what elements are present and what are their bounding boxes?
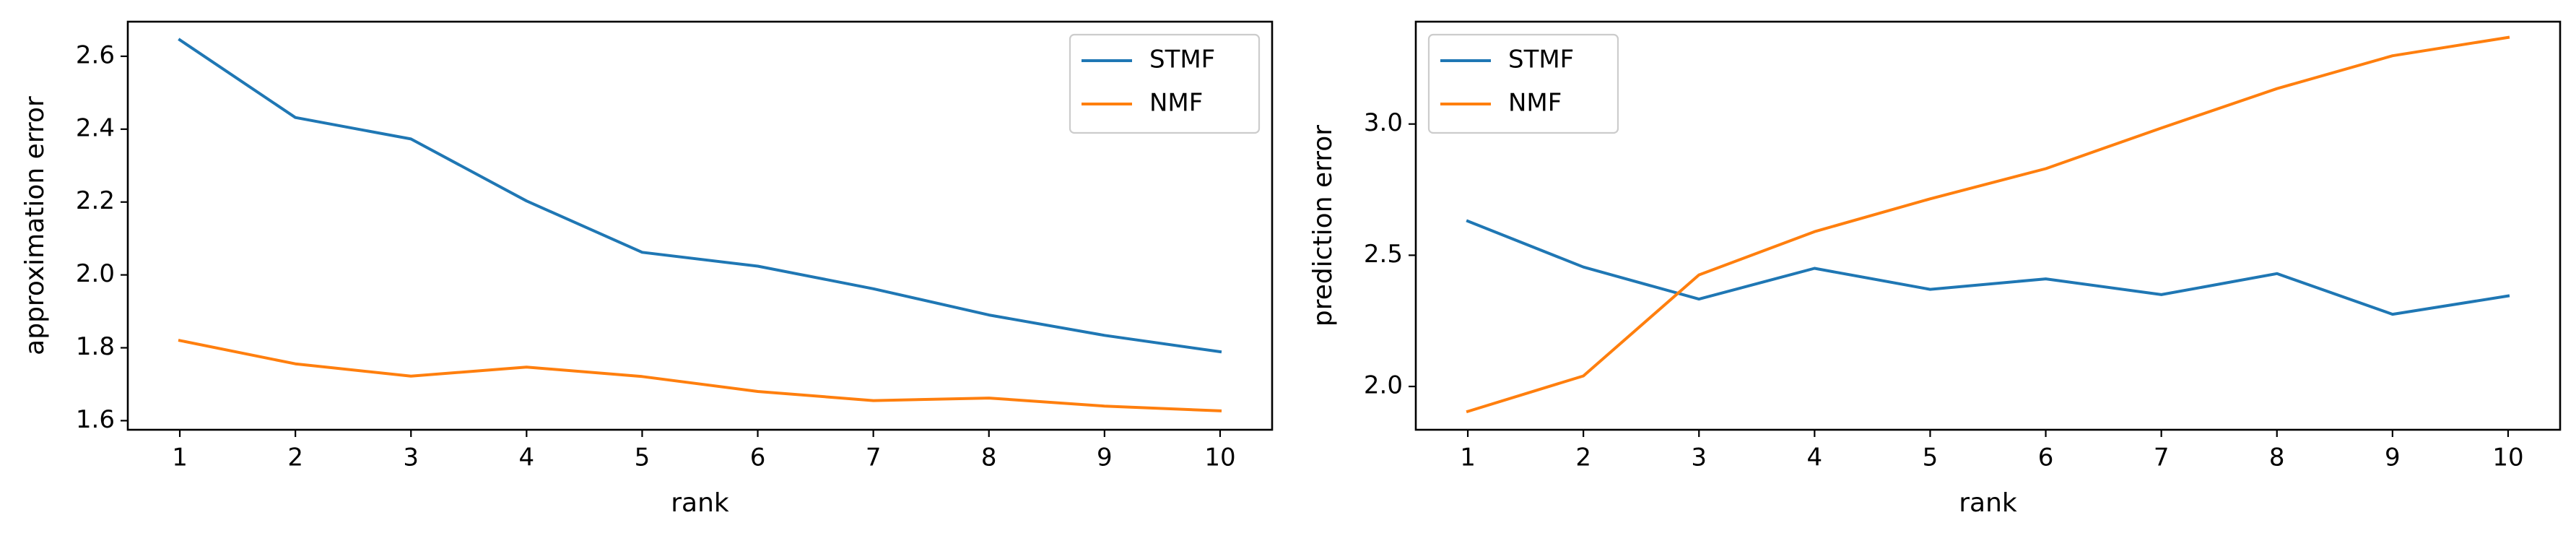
x-tick-label: 10	[2492, 443, 2523, 472]
y-tick-label: 2.4	[76, 113, 115, 142]
legend-label-stmf: STMF	[1149, 46, 1215, 74]
y-axis-label: prediction error	[1308, 125, 1338, 326]
y-tick-label: 3.0	[1364, 108, 1403, 137]
y-tick-label: 2.6	[76, 40, 115, 69]
legend-label-nmf: NMF	[1149, 89, 1203, 118]
plot-frame	[1414, 20, 2562, 431]
legend-label-nmf: NMF	[1508, 89, 1562, 118]
x-tick-label: 8	[2269, 443, 2285, 472]
x-axis-label: rank	[1959, 488, 2017, 518]
y-tick-label: 2.0	[1364, 371, 1403, 400]
x-tick-label: 4	[519, 443, 535, 472]
y-tick-label: 2.0	[76, 259, 115, 288]
x-tick-label: 5	[635, 443, 650, 472]
series-line-stmf	[178, 38, 1222, 354]
x-tick-label: 2	[1575, 443, 1591, 472]
x-tick-label: 9	[1097, 443, 1113, 472]
approximation-error-panel: 1 2 3 4 5 6 7 8 9 10 1.6 1.8 2.0 2.2 2.4 2.6 rank approxi…	[20, 20, 1274, 518]
x-tick-label: 5	[1923, 443, 1938, 472]
x-tick-label: 6	[750, 443, 766, 472]
x-tick-label: 6	[2038, 443, 2054, 472]
legend: STMF NMF	[1069, 33, 1261, 134]
series-line-nmf	[1466, 35, 2510, 414]
y-tick-label: 1.8	[76, 332, 115, 361]
x-tick-label: 3	[403, 443, 419, 472]
x-tick-label: 7	[866, 443, 882, 472]
x-tick-label: 3	[1691, 443, 1707, 472]
x-tick-label: 2	[287, 443, 303, 472]
y-tick-label: 2.2	[76, 186, 115, 215]
y-tick-label: 1.6	[76, 405, 115, 434]
y-tick-label: 2.5	[1364, 240, 1403, 269]
x-tick-label: 7	[2154, 443, 2170, 472]
x-tick-label: 10	[1204, 443, 1235, 472]
y-axis-label: approximation error	[20, 96, 50, 355]
x-tick-label: 8	[981, 443, 997, 472]
series-line-nmf	[178, 339, 1222, 412]
x-tick-label: 9	[2385, 443, 2401, 472]
legend: STMF NMF	[1427, 33, 1619, 134]
x-tick-label: 4	[1807, 443, 1823, 472]
x-tick-label: 1	[172, 443, 188, 472]
plot-frame	[126, 20, 1274, 431]
prediction-error-panel: 1 2 3 4 5 6 7 8 9 10 2.0 2.5 3.0 rank prediction error…	[1308, 20, 2562, 518]
x-tick-label: 1	[1460, 443, 1476, 472]
series-line-stmf	[1466, 219, 2510, 316]
legend-label-stmf: STMF	[1508, 46, 1574, 74]
x-axis-label: rank	[671, 488, 729, 518]
